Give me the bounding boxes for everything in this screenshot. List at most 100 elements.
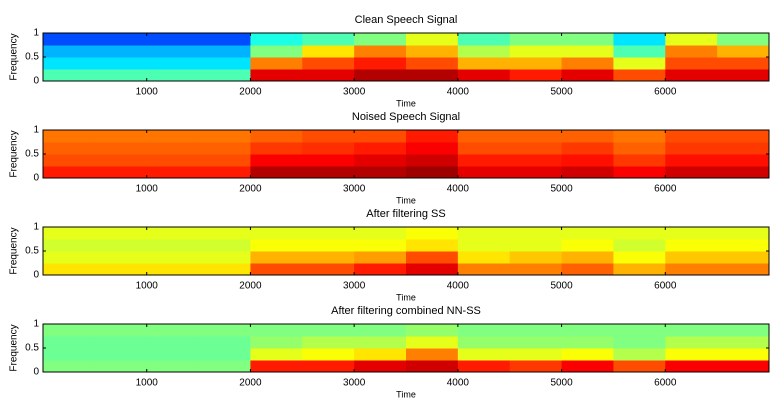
heat-cell — [354, 57, 407, 70]
x-tick-label: 3000 — [343, 87, 366, 98]
y-axis-label: Frequency — [9, 130, 20, 177]
heat-cell — [613, 348, 666, 361]
y-tick-label: 0 — [33, 270, 39, 281]
heat-cell — [354, 348, 407, 361]
heat-cell — [94, 263, 148, 276]
heat-cell — [354, 251, 407, 264]
heat-cell — [509, 154, 563, 167]
x-tick-label: 4000 — [447, 378, 470, 389]
heat-cell — [302, 130, 355, 143]
heat-cell — [509, 348, 563, 361]
heat-cell — [717, 227, 770, 240]
heat-cell — [561, 154, 614, 167]
heat-cell — [94, 251, 148, 264]
heat-cell — [146, 142, 200, 155]
heat-cell — [561, 251, 614, 264]
x-axis-label: Time — [396, 292, 416, 302]
heat-cell — [457, 57, 511, 70]
heat-cell — [354, 166, 407, 179]
x-tick-label: 4000 — [447, 184, 470, 195]
y-tick-label: 0.5 — [25, 246, 39, 257]
heat-cell — [561, 360, 614, 373]
x-tick-label: 5000 — [550, 378, 573, 389]
heat-cell — [198, 142, 251, 155]
heat-cell — [302, 263, 355, 276]
heat-cell — [665, 348, 718, 361]
heat-cell — [94, 348, 148, 361]
heat-cell — [406, 324, 459, 337]
y-axis-label: Frequency — [9, 227, 20, 274]
heat-cell — [509, 57, 563, 70]
heat-cell — [250, 239, 303, 252]
x-tick-label: 1000 — [136, 184, 159, 195]
heat-cell — [198, 227, 251, 240]
heat-cell — [354, 336, 407, 349]
heat-cell — [509, 251, 563, 264]
heat-cell — [250, 360, 303, 373]
heat-cell — [717, 251, 770, 264]
heat-cell — [561, 227, 614, 240]
heat-cell — [250, 263, 303, 276]
heat-cell — [43, 336, 96, 349]
heat-cell — [406, 130, 459, 143]
heat-cell — [509, 45, 563, 58]
x-tick-label: 5000 — [550, 87, 573, 98]
heat-cell — [302, 69, 355, 82]
y-tick-label: 1 — [33, 125, 39, 136]
heat-cell — [457, 324, 511, 337]
heat-cell — [509, 324, 563, 337]
heat-cell — [250, 154, 303, 167]
heat-cell — [198, 33, 251, 46]
heat-cell — [613, 166, 666, 179]
heat-cell — [457, 251, 511, 264]
heat-cell — [250, 57, 303, 70]
x-tick-label: 4000 — [447, 87, 470, 98]
y-axis-label: Frequency — [9, 33, 20, 80]
heat-cell — [302, 348, 355, 361]
heat-cell — [717, 336, 770, 349]
heat-cell — [198, 263, 251, 276]
y-tick-label: 0.5 — [25, 343, 39, 354]
heat-cell — [354, 45, 407, 58]
heat-cell — [665, 130, 718, 143]
heat-cell — [302, 142, 355, 155]
heat-cell — [43, 348, 96, 361]
heat-cell — [509, 360, 563, 373]
heat-cell — [94, 360, 148, 373]
heat-cell — [94, 336, 148, 349]
heat-cell — [354, 263, 407, 276]
heat-cell — [146, 239, 200, 252]
heat-cell — [665, 360, 718, 373]
heat-cell — [509, 130, 563, 143]
heat-cell — [354, 33, 407, 46]
heat-cell — [406, 166, 459, 179]
heat-cell — [43, 154, 96, 167]
heat-cell — [43, 57, 96, 70]
heat-cell — [509, 69, 563, 82]
y-tick-label: 0.5 — [25, 149, 39, 160]
heat-cell — [665, 33, 718, 46]
heat-cell — [665, 45, 718, 58]
heat-cell — [717, 263, 770, 276]
heat-cell — [250, 69, 303, 82]
heat-cell — [561, 33, 614, 46]
heat-cell — [406, 348, 459, 361]
heat-cell — [198, 324, 251, 337]
heat-cell — [406, 57, 459, 70]
heat-cell — [146, 324, 200, 337]
heat-cell — [561, 142, 614, 155]
heat-cell — [509, 263, 563, 276]
x-axis-label: Time — [396, 98, 416, 108]
heat-cell — [302, 324, 355, 337]
heat-cell — [613, 239, 666, 252]
y-tick-label: 1 — [33, 319, 39, 330]
heat-cell — [43, 33, 96, 46]
heat-cell — [354, 239, 407, 252]
heat-cell — [613, 142, 666, 155]
heat-cell — [665, 154, 718, 167]
x-tick-label: 2000 — [239, 378, 262, 389]
heat-cell — [561, 239, 614, 252]
x-axis-label: Time — [396, 195, 416, 205]
heat-cell — [250, 130, 303, 143]
heat-cell — [250, 142, 303, 155]
